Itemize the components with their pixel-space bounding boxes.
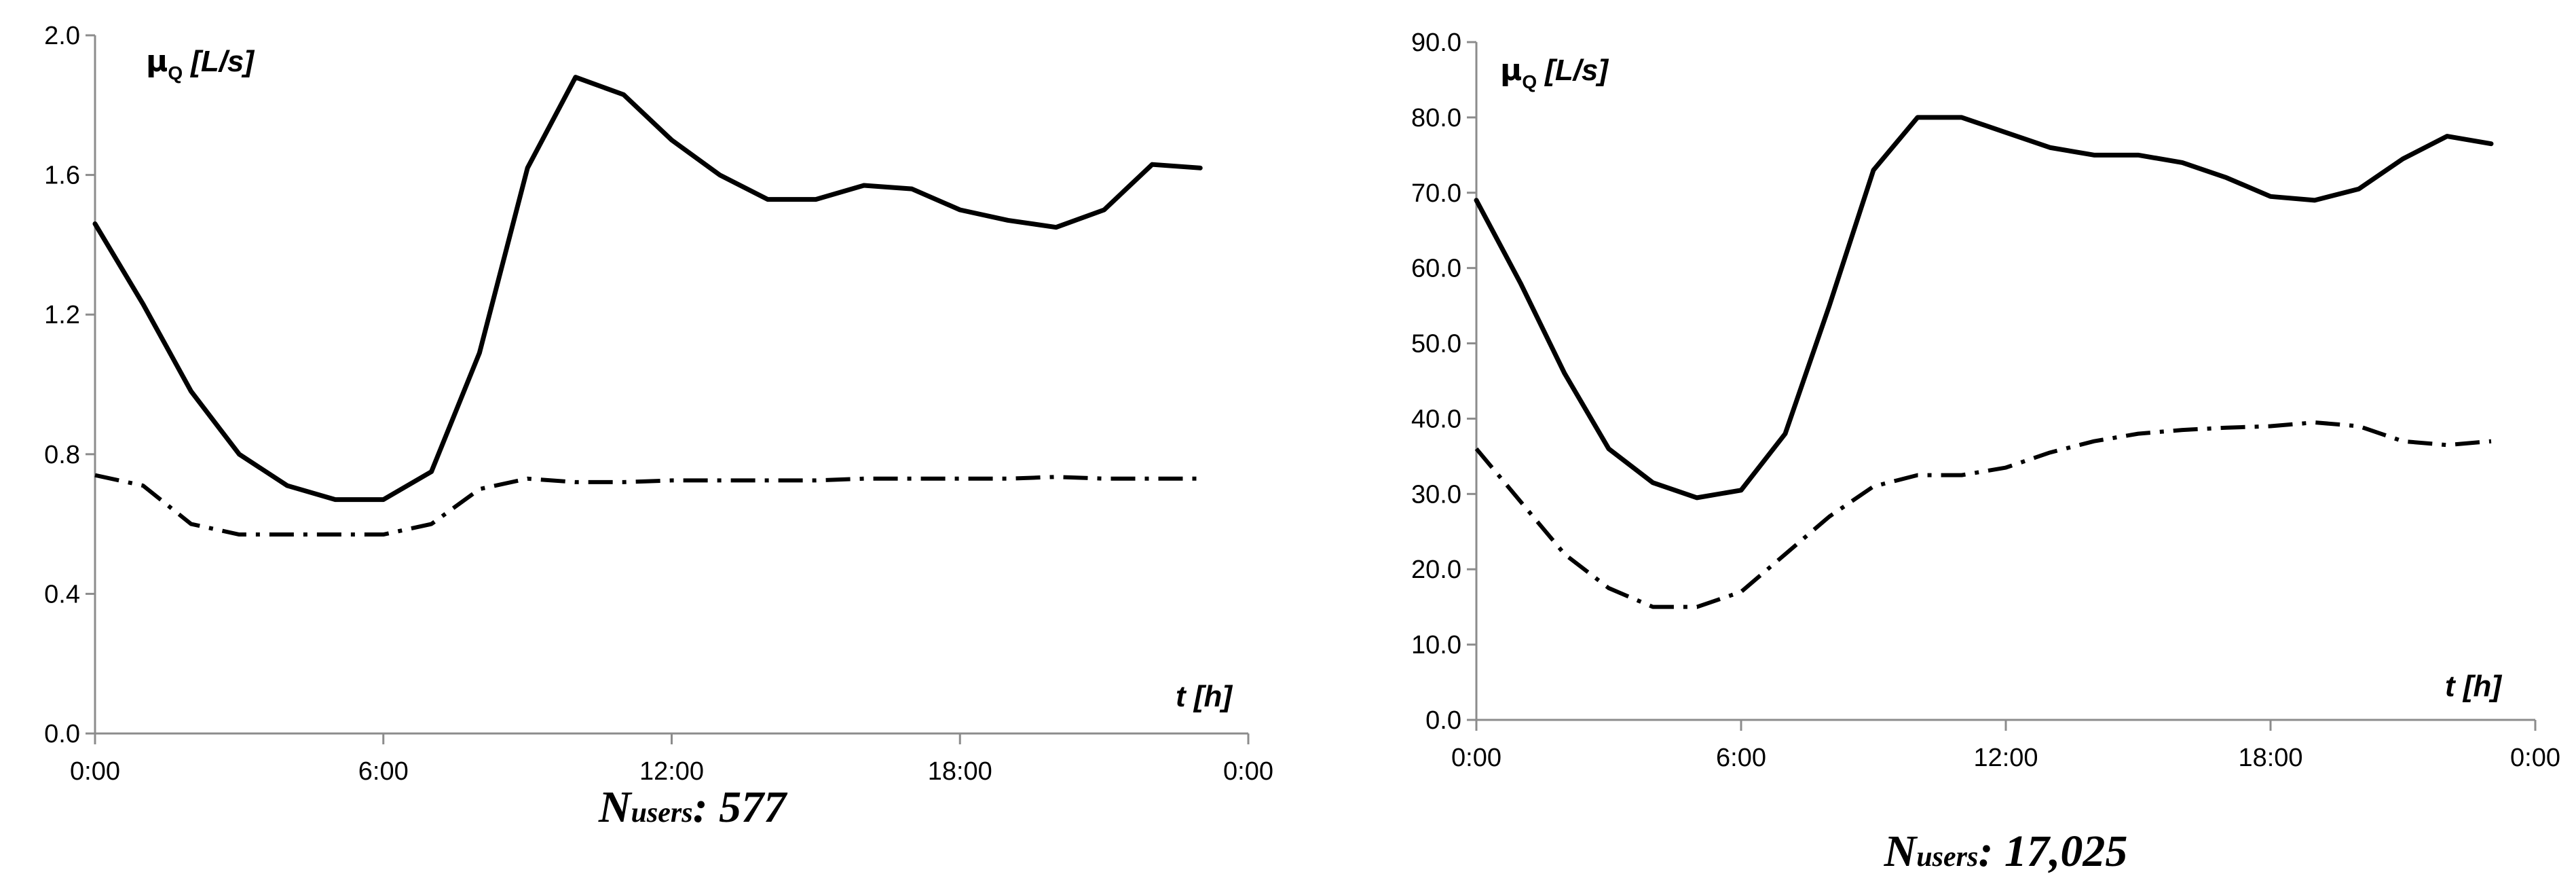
x-axis-label: t [h] [2445,670,2502,703]
series-line-dash-dot [94,473,1201,537]
y-tick-label: 30.0 [1411,480,1461,509]
y-tick-label: 70.0 [1411,179,1461,208]
x-axis-label: t [h] [1176,680,1233,713]
y-label-unit: [L/s] [1544,54,1609,87]
x-tick-label: 12:00 [639,757,704,786]
series-group [1474,115,2494,609]
y-tick-label: 50.0 [1411,330,1461,359]
caption-main: N [1884,827,1918,876]
caption-value: : 577 [693,782,788,832]
x-ticks: 0:00 6:00 12:00 18:00 0:00 [70,733,1273,786]
y-tick-label: 1.6 [44,162,80,190]
series-line-solid [92,75,1203,503]
x-tick-label: 18:00 [2238,744,2302,772]
caption-subscript: users [631,797,693,829]
y-tick-label: 90.0 [1411,29,1461,57]
series-group [92,75,1203,537]
y-tick-label: 1.2 [44,301,80,329]
x-tick-label: 0:00 [2510,744,2560,772]
x-tick-label: 0:00 [1223,757,1273,786]
y-tick-label: 60.0 [1411,255,1461,283]
y-tick-label: 2.0 [44,22,80,50]
chart-caption: Nusers: 17,025 [1884,827,2128,876]
chart-left: 0.00.40.81.21.62.0 0:00 6:00 12:00 18:00 0:0… [44,22,1273,832]
x-tick-label: 18:00 [928,757,992,786]
chart-caption: Nusers: 577 [598,782,788,832]
x-tick-label: 0:00 [70,757,120,786]
series-line-dash-dot [1474,420,2492,609]
series-line-solid [1474,115,2494,501]
y-label-subscript: Q [168,62,183,84]
x-ticks: 0:00 6:00 12:00 18:00 0:00 [1451,720,2560,772]
y-tick-label: 0.0 [44,720,80,748]
y-axis-label: μQ [L/s] [1500,53,1609,92]
x-tick-label: 6:00 [358,757,409,786]
y-tick-label: 80.0 [1411,104,1461,132]
chart-right: 0.010.020.030.040.050.060.070.080.090.0 … [1411,29,2560,876]
y-label-symbol: μ [146,44,168,79]
caption-main: N [598,782,633,832]
caption-value: : 17,025 [1978,827,2127,876]
y-label-subscript: Q [1522,71,1537,92]
y-tick-label: 0.4 [44,580,80,609]
y-tick-label: 0.0 [1425,706,1461,735]
y-ticks: 0.0 0.4 0.8 1.2 1.6 2.0 [44,22,95,748]
y-axis-label: μQ [L/s] [146,44,255,84]
y-ticks: 0.0 10.0 20.0 30.0 40.0 50.0 60.0 70.0 80.0 90.0 [1411,29,1476,735]
y-label-unit: [L/s] [189,45,255,78]
x-tick-label: 0:00 [1451,744,1501,772]
y-tick-label: 40.0 [1411,405,1461,433]
y-tick-label: 0.8 [44,441,80,469]
x-tick-label: 6:00 [1716,744,1766,772]
y-label-symbol: μ [1500,53,1522,88]
caption-subscript: users [1916,841,1978,873]
x-tick-label: 12:00 [1973,744,2038,772]
y-tick-label: 10.0 [1411,631,1461,659]
y-tick-label: 20.0 [1411,556,1461,584]
